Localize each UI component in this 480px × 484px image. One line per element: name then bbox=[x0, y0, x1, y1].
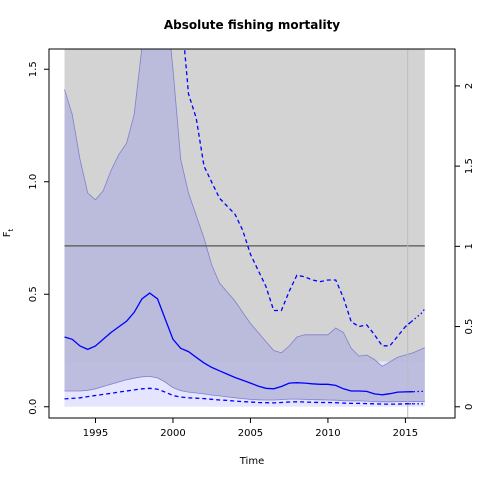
y2-tick-label: 1.5 bbox=[464, 158, 475, 174]
plot-area bbox=[64, 49, 426, 418]
y-axis-label: Ft bbox=[2, 228, 15, 237]
x-axis-label: Time bbox=[239, 456, 264, 467]
y2-tick-label: 0 bbox=[464, 404, 475, 410]
y2-tick-label: 0.5 bbox=[464, 319, 475, 335]
x-tick-label: 2015 bbox=[393, 428, 418, 439]
y-axis-label-group: Ft bbox=[2, 228, 15, 237]
y2-tick-label: 2 bbox=[464, 83, 475, 89]
f-secondary-upper-line bbox=[183, 49, 414, 347]
axes: 1995 2000 2005 2010 2015 0.0 0.5 1.0 1.5 0 0.5 1 1.5… bbox=[28, 48, 475, 439]
ci-band bbox=[64, 49, 425, 402]
chart-title: Absolute fishing mortality bbox=[164, 18, 340, 32]
y-axis-label-sub: t bbox=[7, 228, 15, 231]
y-tick-label: 1.0 bbox=[28, 174, 39, 190]
ci-lower-edge bbox=[64, 375, 425, 403]
x-tick-label: 2000 bbox=[160, 428, 185, 439]
f-estimate-line bbox=[64, 292, 414, 396]
plot-layers bbox=[64, 49, 426, 418]
plot-frame bbox=[48, 48, 456, 419]
x-tick-label: 2005 bbox=[238, 428, 263, 439]
y-tick-label: 0.5 bbox=[28, 286, 39, 302]
f-secondary-estimate-line bbox=[64, 387, 414, 405]
ci-upper-edge bbox=[64, 49, 425, 367]
y-tick-label: 1.5 bbox=[28, 61, 39, 77]
y2-tick-label: 1 bbox=[464, 243, 475, 249]
f-estimate-line-projection bbox=[405, 390, 425, 393]
y-tick-label: 0.0 bbox=[28, 399, 39, 415]
x-tick-label: 1995 bbox=[83, 428, 108, 439]
y-axis-label-main: F bbox=[2, 231, 13, 237]
f-secondary-upper-line-projection bbox=[404, 308, 426, 328]
x-tick-label: 2010 bbox=[315, 428, 340, 439]
